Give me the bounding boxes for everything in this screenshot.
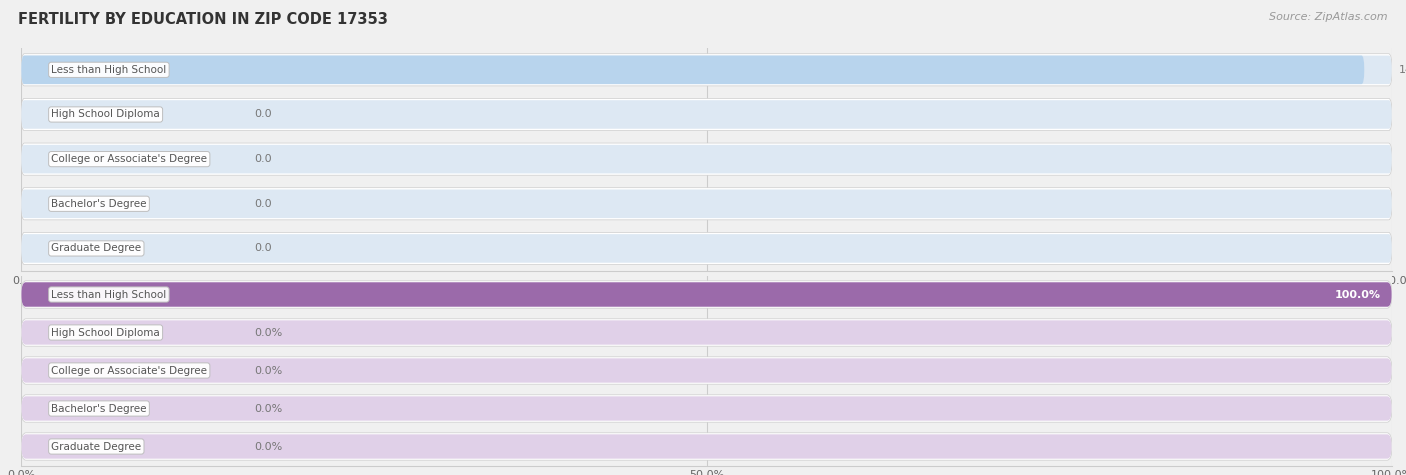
Text: High School Diploma: High School Diploma [51, 327, 160, 338]
Text: Graduate Degree: Graduate Degree [51, 243, 142, 254]
Text: Less than High School: Less than High School [51, 65, 166, 75]
FancyBboxPatch shape [21, 98, 1392, 131]
FancyBboxPatch shape [21, 190, 1392, 218]
FancyBboxPatch shape [21, 357, 1392, 384]
Text: 0.0%: 0.0% [254, 441, 283, 452]
Text: 0.0%: 0.0% [254, 403, 283, 414]
FancyBboxPatch shape [21, 358, 1392, 383]
FancyBboxPatch shape [21, 434, 1392, 459]
FancyBboxPatch shape [21, 281, 1392, 308]
FancyBboxPatch shape [21, 282, 1392, 307]
Text: High School Diploma: High School Diploma [51, 109, 160, 120]
FancyBboxPatch shape [21, 54, 1392, 86]
Text: 0.0: 0.0 [254, 243, 271, 254]
FancyBboxPatch shape [21, 282, 1392, 307]
Text: 147.0: 147.0 [1399, 65, 1406, 75]
Text: Graduate Degree: Graduate Degree [51, 441, 142, 452]
Text: 0.0: 0.0 [254, 109, 271, 120]
Text: 0.0%: 0.0% [254, 327, 283, 338]
FancyBboxPatch shape [21, 234, 1392, 263]
Text: College or Associate's Degree: College or Associate's Degree [51, 365, 207, 376]
Text: 0.0%: 0.0% [254, 365, 283, 376]
FancyBboxPatch shape [21, 232, 1392, 265]
Text: Source: ZipAtlas.com: Source: ZipAtlas.com [1270, 12, 1388, 22]
FancyBboxPatch shape [21, 56, 1392, 84]
Text: 0.0: 0.0 [254, 199, 271, 209]
FancyBboxPatch shape [21, 396, 1392, 421]
FancyBboxPatch shape [21, 143, 1392, 175]
Text: Less than High School: Less than High School [51, 289, 166, 300]
FancyBboxPatch shape [21, 188, 1392, 220]
Text: 100.0%: 100.0% [1334, 289, 1381, 300]
Text: Bachelor's Degree: Bachelor's Degree [51, 199, 146, 209]
FancyBboxPatch shape [21, 320, 1392, 345]
Text: College or Associate's Degree: College or Associate's Degree [51, 154, 207, 164]
FancyBboxPatch shape [21, 395, 1392, 422]
Text: 0.0: 0.0 [254, 154, 271, 164]
FancyBboxPatch shape [21, 56, 1364, 84]
FancyBboxPatch shape [21, 433, 1392, 460]
FancyBboxPatch shape [21, 145, 1392, 173]
FancyBboxPatch shape [21, 100, 1392, 129]
Text: FERTILITY BY EDUCATION IN ZIP CODE 17353: FERTILITY BY EDUCATION IN ZIP CODE 17353 [18, 12, 388, 27]
Text: Bachelor's Degree: Bachelor's Degree [51, 403, 146, 414]
FancyBboxPatch shape [21, 319, 1392, 346]
